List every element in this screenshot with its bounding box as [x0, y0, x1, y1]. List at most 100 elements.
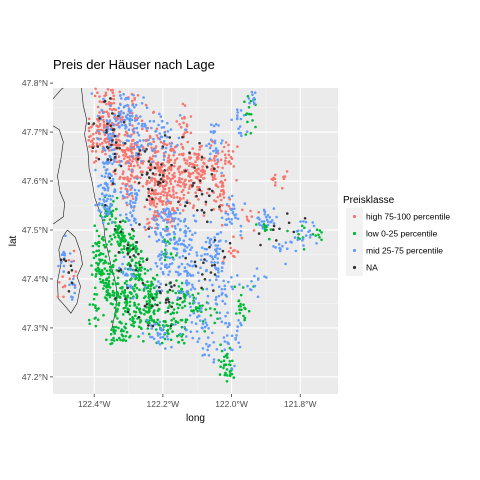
- data-point: [172, 212, 176, 215]
- data-point: [153, 166, 157, 170]
- data-point: [204, 203, 208, 206]
- data-point: [213, 236, 216, 239]
- data-point: [191, 206, 195, 210]
- legend-label: low 0-25 percentile: [366, 229, 438, 239]
- data-point: [209, 152, 212, 156]
- data-point: [156, 318, 159, 322]
- data-point: [218, 311, 222, 315]
- data-point: [180, 190, 184, 194]
- data-point: [173, 238, 176, 241]
- y-axis-title: lat: [8, 235, 19, 246]
- data-point: [164, 311, 167, 314]
- data-point: [115, 146, 119, 150]
- chart-title: Preis der Häuser nach Lage: [53, 57, 215, 72]
- data-point: [128, 304, 132, 308]
- data-point: [208, 146, 212, 150]
- data-point: [159, 233, 163, 237]
- data-point: [87, 138, 90, 142]
- data-point: [62, 252, 65, 255]
- data-point: [214, 147, 218, 150]
- data-point: [212, 358, 216, 361]
- data-point: [127, 128, 131, 131]
- data-point: [189, 179, 193, 182]
- data-point: [153, 177, 156, 181]
- data-point: [95, 261, 98, 265]
- data-point: [141, 170, 144, 174]
- data-point: [104, 215, 107, 218]
- data-point: [116, 240, 119, 244]
- data-point: [217, 252, 221, 256]
- data-point: [159, 267, 163, 271]
- data-point: [269, 228, 273, 231]
- data-point: [147, 142, 150, 146]
- data-point: [207, 345, 210, 348]
- data-point: [169, 148, 172, 151]
- data-point: [167, 207, 170, 211]
- data-point: [163, 337, 167, 341]
- data-point: [198, 309, 202, 313]
- data-point: [139, 319, 143, 323]
- data-point: [117, 251, 121, 254]
- data-point: [177, 341, 180, 344]
- data-point: [97, 209, 100, 212]
- data-point: [108, 161, 111, 164]
- data-point: [159, 231, 162, 235]
- data-point: [220, 360, 223, 364]
- data-point: [170, 195, 173, 198]
- data-point: [151, 197, 154, 201]
- data-point: [168, 237, 172, 241]
- data-point: [147, 160, 151, 163]
- data-point: [107, 212, 111, 215]
- data-point: [159, 140, 163, 144]
- data-point: [198, 188, 201, 191]
- data-point: [204, 200, 208, 204]
- data-point: [99, 252, 103, 255]
- data-point: [147, 194, 151, 198]
- data-point: [163, 131, 166, 134]
- data-point: [209, 130, 213, 133]
- data-point: [130, 272, 133, 276]
- data-point: [131, 201, 135, 204]
- data-point: [115, 207, 118, 211]
- data-point: [134, 314, 137, 318]
- data-point: [240, 323, 243, 327]
- data-point: [128, 335, 131, 339]
- data-point: [303, 226, 306, 230]
- data-point: [151, 304, 154, 308]
- data-point: [121, 194, 125, 198]
- data-point: [72, 259, 76, 263]
- data-point: [161, 203, 164, 206]
- data-point: [132, 322, 135, 325]
- data-point: [223, 302, 227, 306]
- data-point: [100, 100, 104, 104]
- data-point: [94, 150, 98, 153]
- data-point: [132, 219, 136, 223]
- data-point: [249, 113, 253, 116]
- data-point: [96, 105, 100, 109]
- data-point: [70, 269, 74, 272]
- data-point: [263, 227, 266, 230]
- data-point: [236, 111, 239, 114]
- y-tick-label: 47.4°N: [22, 274, 48, 284]
- data-point: [191, 162, 194, 166]
- data-point: [141, 122, 144, 126]
- data-point: [223, 340, 227, 343]
- data-point: [122, 111, 125, 115]
- data-point: [253, 91, 257, 94]
- data-point: [98, 268, 101, 271]
- data-point: [182, 292, 186, 296]
- data-point: [266, 220, 270, 224]
- data-point: [172, 317, 176, 320]
- data-point: [161, 185, 165, 188]
- data-point: [183, 116, 186, 120]
- data-point: [181, 338, 184, 342]
- data-point: [178, 173, 182, 176]
- data-point: [157, 238, 161, 242]
- data-point: [143, 122, 146, 126]
- data-point: [109, 198, 113, 201]
- data-point: [195, 194, 198, 198]
- data-point: [126, 190, 129, 193]
- data-point: [224, 321, 228, 325]
- data-point: [163, 169, 166, 172]
